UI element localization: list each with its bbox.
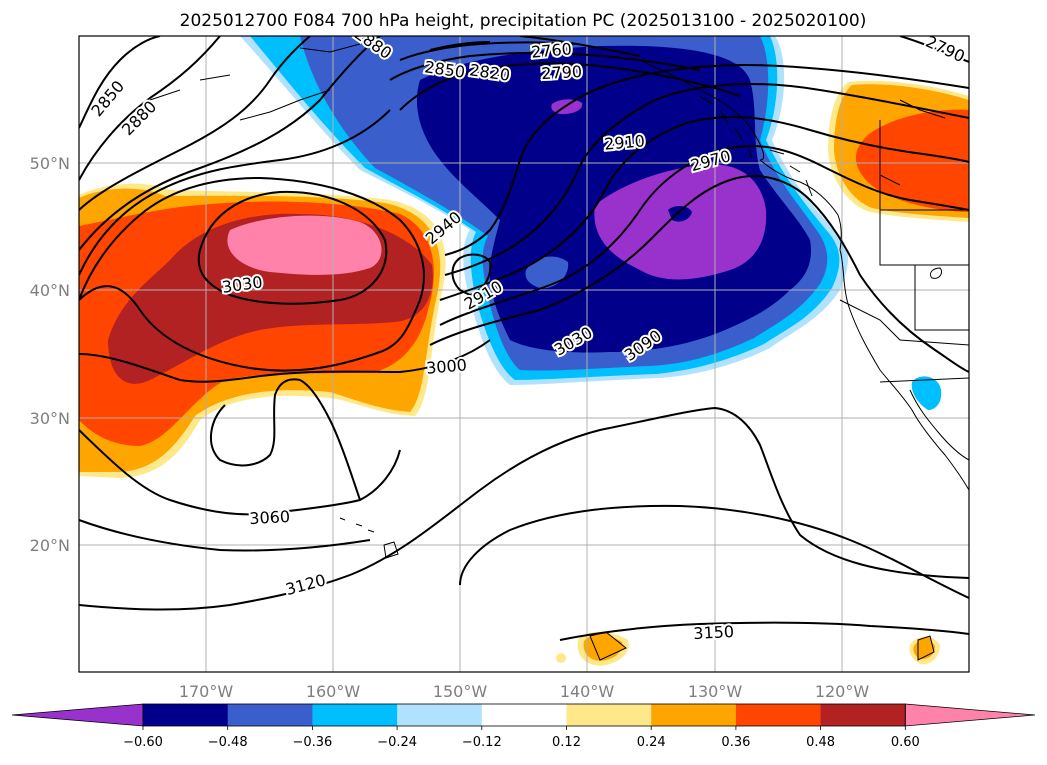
shade-positive-west-edge [79, 236, 104, 276]
colorbar-cell [143, 704, 229, 726]
map-frame [78, 35, 970, 673]
shade-positive-west-060 [227, 215, 382, 275]
contour-2790-ne [899, 36, 969, 63]
lat-tick-label: 20°N [30, 536, 70, 555]
coastlines [149, 43, 969, 661]
colorbar-cell [566, 704, 652, 726]
colorbar-label: −0.60 [123, 735, 163, 750]
contour-3090 [79, 519, 371, 552]
lon-tick-label: 160°W [306, 682, 361, 701]
contour-2880-north [389, 51, 701, 81]
contour-2790-north [519, 36, 641, 57]
map-title: 2025012700 F084 700 hPa height, precipit… [180, 11, 867, 31]
contour-3150 [459, 504, 969, 599]
map-area: 2760 2790 2790 2820 2850 2850 2880 2880 … [79, 36, 969, 672]
contour-2970-east [444, 83, 969, 276]
colorbar-extend-max [904, 703, 1036, 727]
colorbar-cell [481, 704, 567, 726]
colorbar-cell [820, 704, 906, 726]
contour-label: 3000 [425, 355, 467, 377]
contour-label: 2760 [530, 39, 572, 61]
colorbar-cell [397, 704, 483, 726]
colorbar-cell [651, 704, 737, 726]
contour-3000-east [439, 115, 969, 301]
colorbar: −0.60 −0.48 −0.36 −0.24 −0.12 0.12 0.24 0.36 0.4… [11, 703, 1036, 750]
contour-2910-mid [451, 253, 492, 297]
colorbar-cell [227, 704, 313, 726]
contour-3030-outer [79, 339, 491, 383]
colorbar-label: 0.36 [721, 735, 750, 750]
contour-3030-east [439, 144, 969, 326]
contour-3150-south [559, 621, 969, 641]
contour-2940-east [444, 64, 969, 256]
contour-2850-north [399, 41, 576, 61]
colorbar-label: 0.24 [637, 735, 666, 750]
contour-3090-east [429, 175, 969, 373]
contour-2820-north [429, 41, 491, 51]
lon-tick-label: 150°W [433, 682, 488, 701]
contour-2940-west [79, 36, 381, 251]
colorbar-labels: −0.60 −0.48 −0.36 −0.24 −0.12 0.12 0.24 0.36 0.4… [123, 726, 920, 750]
lat-tick-label: 40°N [30, 281, 70, 300]
colorbar-label: −0.36 [292, 735, 332, 750]
colorbar-label: 0.12 [552, 735, 581, 750]
lat-tick-label: 50°N [30, 154, 70, 173]
contour-3060 [79, 429, 401, 516]
colorbar-cell [312, 704, 398, 726]
graticule [79, 36, 969, 672]
shade-negative-036-hole [525, 256, 569, 289]
lat-tick-label: 30°N [30, 409, 70, 428]
colorbar-label: 0.48 [806, 735, 835, 750]
colorbar-label: 0.60 [891, 735, 920, 750]
contour-2850 [79, 36, 161, 129]
height-contours [79, 36, 969, 641]
contour-2910-west [79, 36, 311, 211]
lon-tick-label: 130°W [688, 682, 743, 701]
contour-3060-east [209, 378, 361, 501]
contour-3000-loop [79, 176, 425, 372]
colorbar-outline [142, 703, 906, 727]
contour-label: 3060 [249, 507, 291, 528]
colorbar-label: −0.48 [208, 735, 248, 750]
contour-2880 [79, 36, 221, 181]
contour-2970-west [79, 109, 391, 276]
contour-2910-north [399, 62, 741, 111]
lon-tick-label: 170°W [179, 682, 234, 701]
colorbar-extend-min [11, 703, 144, 727]
contour-label: 3150 [693, 622, 735, 643]
colorbar-cell [735, 704, 822, 726]
colorbar-cells [11, 703, 1036, 727]
lat-tick-labels: 50°N 40°N 30°N 20°N [30, 154, 70, 555]
contour-label: 2910 [603, 131, 645, 153]
shade-negative-baja [911, 376, 942, 410]
lon-tick-label: 120°W [815, 682, 870, 701]
shade-positive-ne-036 [855, 109, 969, 212]
contour-3120 [79, 406, 969, 611]
lon-tick-label: 140°W [560, 682, 615, 701]
contour-label: 2790 [541, 62, 583, 83]
colorbar-label: −0.12 [462, 735, 502, 750]
lon-tick-labels: 170°W 160°W 150°W 140°W 130°W 120°W [179, 682, 870, 701]
shade-positive-dot [556, 653, 566, 663]
contour-3030-loop [197, 190, 388, 305]
colorbar-label: −0.24 [377, 735, 417, 750]
